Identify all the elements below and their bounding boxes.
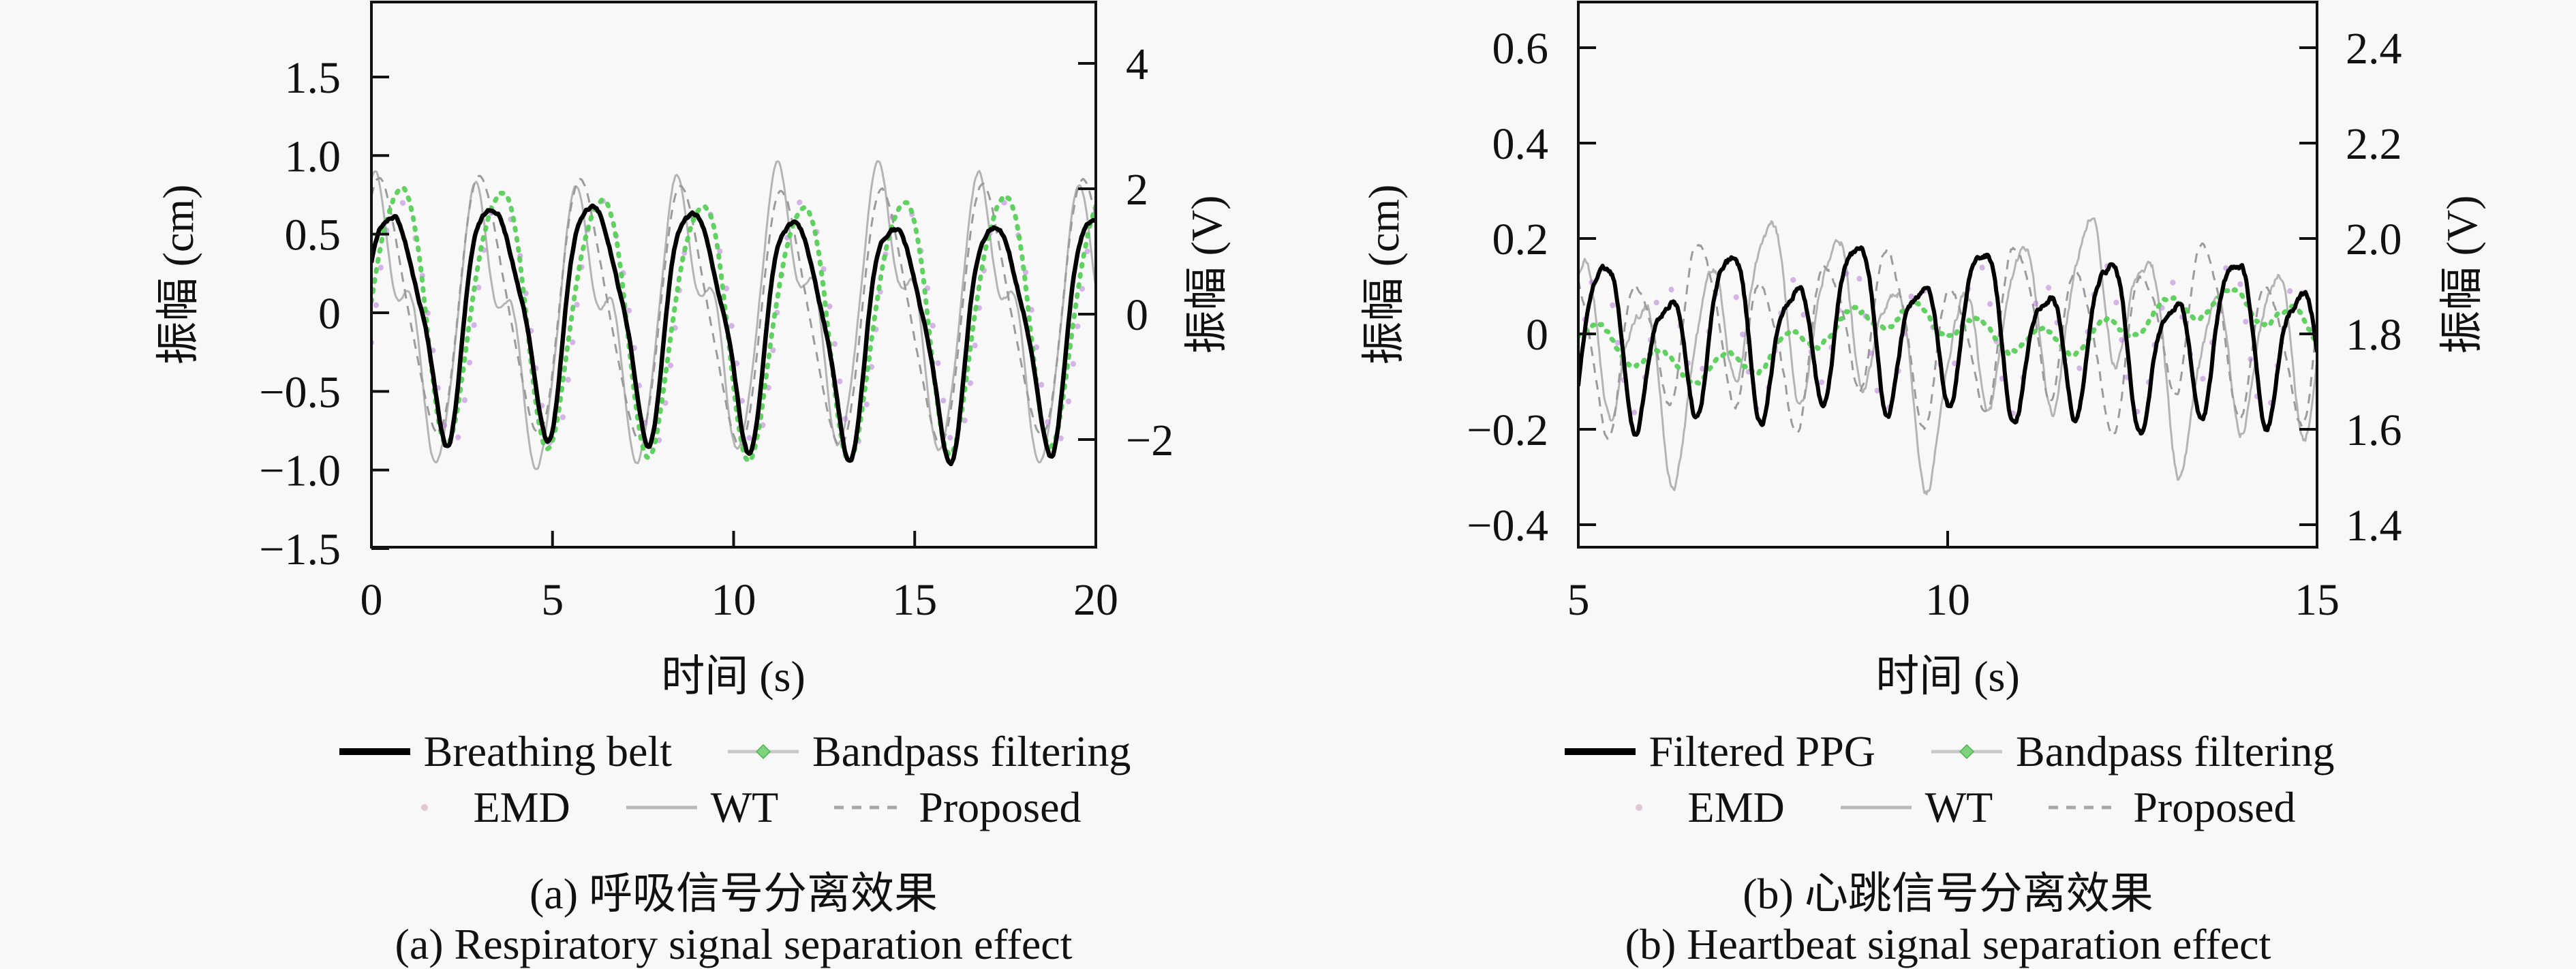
y-left-tick-label: −0.2: [1467, 405, 1548, 455]
panel-respiratory: 0 5 10 15 20 1.5 1.0 0.5 0 −0.5 −1.0 −1.5 4 2 0 −2 时间 (s…: [154, 1, 1263, 968]
series-bandpass-filtering: [373, 185, 1094, 464]
x-axis-label: 时间 (s): [661, 652, 806, 701]
y-left-tick-label: −0.4: [1467, 501, 1548, 551]
series-wt: [373, 160, 1094, 470]
y-left-tick-label: −1.0: [259, 446, 341, 496]
heartbeat-legend: Filtered PPG Bandpass filtering EMD WT Propo…: [1419, 724, 2477, 835]
legend-row: EMD WT Proposed: [1601, 780, 2295, 835]
y-right-tick-label: 1.6: [2346, 405, 2402, 455]
x-tick-label: 0: [361, 575, 383, 625]
y-right-tick-label: 0: [1126, 290, 1148, 340]
x-tick-label: 10: [1925, 575, 1970, 625]
heartbeat-chart: 5 10 15 0.6 0.4 0.2 0 −0.2 −0.4 2.4 2.2 2.0 1.8 1.6 1.…: [1360, 1, 2486, 701]
panel-heartbeat: 5 10 15 0.6 0.4 0.2 0 −0.2 −0.4 2.4 2.2 2.0 1.8 1.6 1.…: [1288, 0, 2576, 969]
y-left-tick-label: 0: [1526, 310, 1548, 360]
legend-label: Bandpass filtering: [812, 727, 1131, 775]
legend-item-proposed: Proposed: [2046, 782, 2295, 833]
legend-swatch-dashed-line-icon: [2049, 805, 2120, 810]
legend-swatch-faint-dot-icon: [420, 804, 428, 811]
x-tick-label: 5: [1567, 575, 1590, 625]
legend-swatch-thin-line-icon: [626, 805, 697, 810]
respiratory-legend: Breathing belt Bandpass filtering EMD WT Pro…: [204, 724, 1263, 835]
legend-item-wt: WT: [624, 782, 779, 833]
legend-label: WT: [710, 783, 779, 831]
legend-label: Proposed: [919, 783, 1082, 831]
series-group: [1580, 217, 2316, 495]
x-tick-label: 20: [1073, 575, 1118, 625]
y-left-tick-label: 0: [318, 289, 341, 339]
legend-item-breathing-belt: Breathing belt: [337, 726, 672, 777]
legend-item-emd: EMD: [386, 782, 570, 833]
y-left-tick-label: 0.5: [285, 211, 341, 260]
series-breathing-belt: [373, 203, 1094, 467]
legend-swatch-faint-dot-icon: [1635, 804, 1642, 811]
respiratory-caption-zh: (a) 呼吸信号分离效果: [529, 870, 938, 918]
legend-item-bandpass-filtering: Bandpass filtering: [1929, 726, 2334, 777]
legend-label: WT: [1925, 783, 1993, 831]
y-right-tick-label: 2.2: [2346, 119, 2402, 169]
heartbeat-caption-en: (b) Heartbeat signal separation effect: [1625, 920, 2271, 968]
series-proposed: [1580, 242, 2316, 440]
respiratory-caption-en: (a) Respiratory signal separation effect: [395, 920, 1073, 968]
legend-item-proposed: Proposed: [831, 782, 1081, 833]
legend-swatch-marker-line-icon: [727, 744, 799, 759]
y-right-axis-label: 振幅 (V): [1182, 196, 1231, 354]
y-right-axis-label: 振幅 (V): [2438, 196, 2486, 354]
series-wt: [1580, 217, 2316, 495]
heartbeat-caption-zh: (b) 心跳信号分离效果: [1743, 870, 2153, 918]
y-right-tick-label: 1.8: [2346, 310, 2402, 360]
x-tick-label: 15: [892, 575, 937, 625]
x-tick-label: 10: [711, 575, 756, 625]
y-left-axis-label: 振幅 (cm): [154, 185, 202, 365]
y-right-tick-label: 2.0: [2346, 215, 2402, 264]
legend-row: Breathing belt Bandpass filtering: [337, 724, 1131, 780]
legend-swatch-thick-black-icon: [339, 748, 410, 755]
legend-label: EMD: [473, 783, 570, 831]
legend-label: EMD: [1687, 783, 1785, 831]
legend-swatch-marker-line-icon: [1931, 744, 2002, 759]
series-group: [373, 160, 1094, 470]
y-left-tick-label: 1.0: [285, 132, 341, 181]
legend-row: Filtered PPG Bandpass filtering: [1562, 724, 2334, 780]
series-filtered-ppg: [1580, 245, 2316, 437]
y-left-tick-label: −1.5: [259, 525, 341, 574]
x-tick-label: 5: [541, 575, 564, 625]
legend-label: Proposed: [2133, 783, 2296, 831]
legend-label: Bandpass filtering: [2016, 727, 2335, 775]
legend-item-filtered-ppg: Filtered PPG: [1562, 726, 1875, 777]
legend-swatch-thin-line-icon: [1840, 805, 1912, 810]
legend-swatch-dashed-line-icon: [834, 805, 906, 810]
series-bandpass-filtering: [1580, 286, 2316, 386]
legend-row: EMD WT Proposed: [386, 780, 1081, 835]
y-right-tick-label: 2: [1126, 165, 1148, 215]
y-left-axis-label: 振幅 (cm): [1360, 185, 1408, 365]
y-left-tick-label: −0.5: [259, 367, 341, 417]
legend-swatch-thick-black-icon: [1564, 748, 1636, 755]
legend-label: Breathing belt: [423, 727, 672, 775]
x-axis-label: 时间 (s): [1875, 652, 2020, 701]
y-left-tick-label: 0.2: [1492, 215, 1549, 264]
y-left-tick-label: 0.4: [1492, 119, 1549, 169]
y-right-tick-label: −2: [1126, 416, 1174, 465]
legend-item-emd: EMD: [1601, 782, 1785, 833]
y-right-tick-label: 4: [1126, 40, 1148, 89]
y-left-tick-label: 1.5: [285, 53, 341, 103]
y-left-tick-label: 0.6: [1492, 24, 1549, 74]
plot-frame: [370, 1, 1097, 549]
x-tick-label: 15: [2295, 575, 2340, 625]
legend-item-bandpass-filtering: Bandpass filtering: [725, 726, 1131, 777]
y-right-tick-label: 1.4: [2346, 501, 2402, 551]
legend-item-wt: WT: [1838, 782, 1993, 833]
y-right-tick-label: 2.4: [2346, 24, 2402, 74]
legend-label: Filtered PPG: [1649, 727, 1875, 775]
